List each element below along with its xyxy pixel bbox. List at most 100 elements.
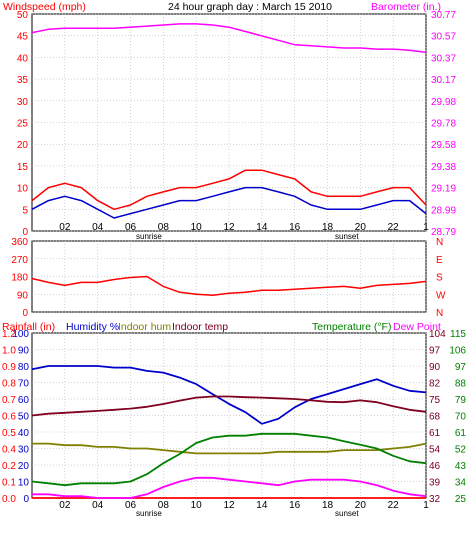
humidity-tick-label: 60 — [18, 395, 30, 406]
rainfall-tick-label: 1.0 — [2, 346, 16, 357]
temperature-tick-label: 43 — [455, 461, 467, 472]
temperature-tick-label: 79 — [455, 395, 467, 406]
sunset-label-top: sunset — [335, 232, 359, 241]
barometer-tick-label: 29.19 — [431, 184, 456, 195]
barometer-tick-label: 28.79 — [431, 227, 456, 238]
rainfall-header: Rainfall (in) — [2, 321, 55, 333]
temperature-tick-label: 61 — [455, 428, 467, 439]
windspeed-tick-label: 20 — [17, 140, 29, 151]
indoor-temp-tick-label: 54 — [429, 445, 441, 456]
sunrise-label-top: sunrise — [136, 232, 162, 241]
sunset-label-bottom: sunset — [335, 509, 359, 518]
indoor-hum-header: Indoor hum — [118, 321, 171, 333]
x-tick-label: 04 — [92, 500, 104, 511]
windspeed-header: Windspeed (mph) — [3, 1, 86, 13]
indoor-temp-tick-label: 104 — [429, 329, 446, 340]
rainfall-tick-label: 0.9 — [2, 362, 16, 373]
x-tick-label: 16 — [289, 222, 301, 233]
x-tick-label: 06 — [125, 222, 137, 233]
compass-tick-label: W — [436, 290, 446, 301]
labels-layer: 0202040406060808101012121414161618182020… — [2, 10, 466, 511]
wind-direction-line — [31, 275, 427, 296]
humidity-tick-label: 80 — [18, 362, 30, 373]
temperature-tick-label: 34 — [455, 478, 467, 489]
windspeed-average-line — [31, 186, 427, 219]
temperature-header: Temperature (°F) — [312, 321, 391, 333]
wind-direction-tick-label: 270 — [11, 255, 28, 266]
temperature-tick-label: 115 — [450, 329, 466, 340]
temperature-tick-label: 106 — [449, 346, 466, 357]
windspeed-tick-label: 10 — [17, 184, 29, 195]
temperature-line — [31, 432, 427, 487]
temperature-tick-label: 70 — [455, 412, 467, 423]
indoor-temp-line — [31, 395, 427, 417]
barometer-tick-label: 30.77 — [431, 10, 456, 21]
x-tick-label: 18 — [322, 500, 334, 511]
x-tick-label: 1 — [423, 500, 429, 511]
x-tick-label: 14 — [256, 500, 268, 511]
wind-direction-tick-label: 180 — [11, 273, 28, 284]
rainfall-tick-label: 1.2 — [2, 329, 16, 340]
x-tick-label: 02 — [59, 222, 71, 233]
humidity-tick-label: 40 — [18, 428, 30, 439]
indoor-temp-header: Indoor temp — [172, 321, 228, 333]
x-tick-label: 1 — [423, 222, 429, 233]
barometer-tick-label: 30.17 — [431, 75, 456, 86]
windspeed-tick-label: 5 — [22, 205, 28, 216]
windspeed-tick-label: 25 — [17, 119, 29, 130]
compass-tick-label: S — [436, 273, 443, 284]
x-tick-label: 14 — [256, 222, 268, 233]
humidity-header: Humidity % — [66, 321, 119, 333]
windspeed-gust-line — [31, 169, 427, 211]
rainfall-tick-label: 0.0 — [2, 494, 16, 505]
compass-tick-label: N — [436, 308, 443, 319]
indoor-temp-tick-label: 39 — [429, 478, 441, 489]
x-tick-label: 10 — [191, 222, 203, 233]
indoor-hum-line — [32, 442, 427, 455]
humidity-tick-label: 20 — [18, 461, 30, 472]
humidity-tick-label: 30 — [18, 445, 30, 456]
x-tick-label: 20 — [355, 500, 367, 511]
rainfall-tick-label: 0.4 — [2, 445, 16, 456]
windspeed-tick-label: 30 — [17, 97, 29, 108]
x-tick-label: 06 — [125, 500, 137, 511]
wind-direction-tick-label: 0 — [22, 308, 28, 319]
indoor-temp-tick-label: 90 — [429, 362, 441, 373]
dew-point-header: Dew Point — [393, 321, 441, 333]
humidity-tick-label: 100 — [12, 329, 29, 340]
indoor-temp-tick-label: 75 — [429, 395, 441, 406]
x-tick-label: 16 — [289, 500, 301, 511]
barometer-tick-label: 29.58 — [431, 140, 456, 151]
indoor-temp-tick-label: 61 — [429, 428, 441, 439]
x-tick-label: 02 — [59, 500, 71, 511]
barometer-tick-label: 28.99 — [431, 205, 456, 216]
rainfall-tick-label: 0.1 — [2, 478, 16, 489]
indoor-temp-tick-label: 82 — [429, 379, 441, 390]
temperature-tick-label: 25 — [455, 494, 467, 505]
wind-direction-tick-label: 360 — [11, 237, 28, 248]
x-tick-label: 12 — [223, 222, 235, 233]
rainfall-tick-label: 0.5 — [2, 428, 16, 439]
barometer-tick-label: 29.38 — [431, 162, 456, 173]
barometer-line — [31, 23, 427, 54]
indoor-temp-tick-label: 97 — [429, 346, 441, 357]
series-layer — [31, 23, 427, 499]
windspeed-tick-label: 45 — [17, 32, 29, 43]
sunrise-label-bottom: sunrise — [136, 509, 162, 518]
barometer-header: Barometer (in.) — [371, 1, 441, 13]
wind-direction-tick-label: 90 — [17, 290, 29, 301]
rainfall-tick-label: 0.2 — [2, 461, 16, 472]
x-tick-label: 12 — [223, 500, 235, 511]
barometer-tick-label: 30.37 — [431, 53, 456, 64]
windspeed-tick-label: 0 — [22, 227, 28, 238]
humidity-tick-label: 70 — [18, 379, 30, 390]
indoor-temp-tick-label: 32 — [429, 494, 441, 505]
x-tick-label: 22 — [388, 500, 400, 511]
windspeed-tick-label: 35 — [17, 75, 29, 86]
humidity-tick-label: 90 — [18, 346, 30, 357]
windspeed-tick-label: 50 — [17, 10, 29, 21]
x-tick-label: 04 — [92, 222, 104, 233]
rainfall-tick-label: 0.7 — [2, 395, 16, 406]
